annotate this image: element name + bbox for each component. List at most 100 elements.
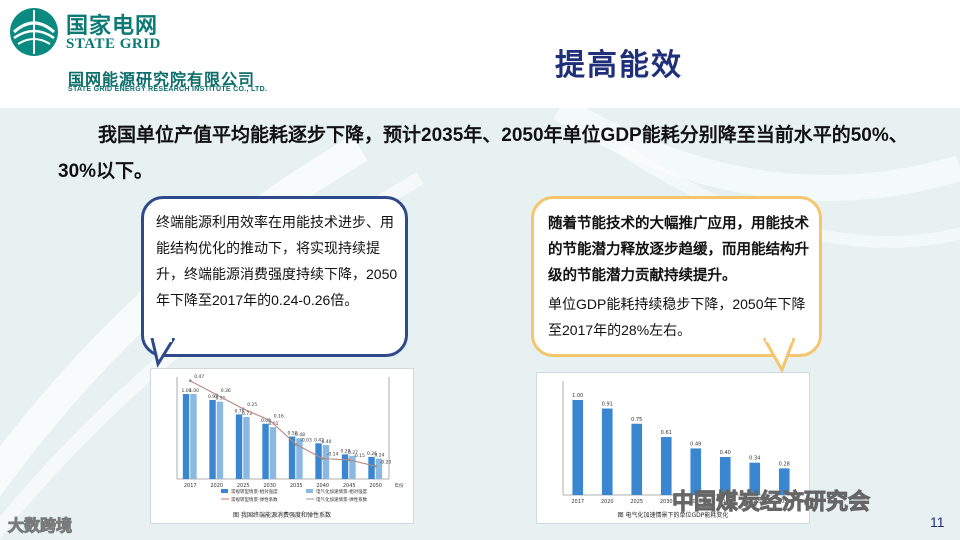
bar (749, 462, 761, 495)
line-point (347, 458, 351, 462)
bar-data-label: 0.91 (215, 396, 225, 402)
legend-entry: 电气化加速情景-相对强度 (316, 488, 368, 495)
bar-data-label: 0.48 (295, 432, 305, 438)
x-tick-label: 2017 (184, 483, 197, 489)
x-tick-label: 2045 (343, 483, 356, 489)
bar-data-label: 0.65 (261, 418, 271, 424)
line-data-label: 0.47 (194, 374, 204, 380)
line-data-label: -0.15 (353, 453, 365, 459)
series-line (190, 380, 376, 467)
x-tick-label: 2020 (601, 499, 614, 505)
legend-swatch (306, 489, 313, 493)
x-tick-label: 2050 (369, 483, 382, 489)
bar (209, 399, 216, 479)
line-point (215, 393, 219, 397)
chart-left: 1.00 1.00 2017 0.93 0.91 2020 0.76 0.73 2025 0.65… (150, 368, 414, 524)
line-data-label: -0.20 (380, 459, 392, 465)
bar (235, 414, 243, 479)
bar (296, 438, 303, 479)
line-point (268, 418, 272, 422)
bar-data-label: 0.24 (374, 453, 384, 459)
x-tick-label: 2035 (290, 483, 303, 489)
callout-right-tail (762, 338, 796, 374)
bar (778, 468, 790, 495)
x-tick-label: 2025 (237, 483, 250, 489)
callout-left-tail (150, 338, 176, 368)
logo-chinese-name: 国家电网 (66, 13, 159, 38)
bar (341, 454, 349, 479)
bar-data-label: 0.76 (235, 408, 245, 414)
bar (572, 400, 584, 495)
line-point (374, 464, 378, 468)
bar (322, 445, 330, 479)
state-grid-logo-icon (10, 8, 58, 56)
line-point (241, 407, 245, 411)
legend-entry: 常规转型情景-弹性系数 (231, 496, 278, 503)
bar-data-label: 0.40 (720, 450, 731, 456)
bar-data-label: 0.27 (348, 450, 358, 456)
bar-data-label: 1.00 (182, 388, 192, 394)
bar (182, 394, 190, 479)
line-data-label: 0.25 (247, 402, 257, 408)
bar (368, 456, 375, 479)
bar-data-label: 0.91 (602, 402, 613, 408)
x-tick-label: 2030 (660, 499, 673, 505)
x-axis-suffix: 年份 (395, 482, 404, 489)
bar (601, 408, 613, 495)
bar-data-label: 0.40 (321, 439, 331, 445)
line-point (188, 379, 192, 383)
bar (660, 437, 672, 495)
x-tick-label: 2017 (571, 499, 584, 505)
x-tick-label: 2040 (316, 483, 329, 489)
bar-data-label: 0.26 (367, 451, 377, 457)
bar-data-label: 0.73 (242, 411, 252, 417)
bar (288, 436, 296, 479)
bar (269, 427, 277, 479)
bar (190, 394, 197, 479)
page-title: 提高能效 (555, 49, 683, 82)
bar-data-label: 0.29 (341, 448, 351, 454)
bar-data-label: 0.75 (631, 417, 642, 423)
bar-data-label: 0.61 (661, 430, 672, 436)
institute-english-name: STATE GRID ENERGY RESEARCH INSTITUTE CO.… (68, 86, 268, 93)
chart-right-svg: 1.00 2017 0.91 2020 0.75 2025 0.61 2030 0.49 2035… (562, 381, 799, 519)
x-tick-label: 2045 (748, 499, 761, 505)
bar (690, 448, 702, 495)
bar-data-label: 1.00 (572, 393, 583, 399)
legend-entry: 常规转型情景-相对强度 (231, 488, 278, 495)
watermark-left-text: 大数跨境 (7, 518, 73, 536)
watermark-right: 中国煤炭经济研究会 (671, 489, 871, 515)
bar-data-label: 0.49 (690, 441, 701, 447)
bar (349, 456, 356, 479)
bar-data-label: 0.34 (749, 456, 760, 462)
chart-title: 图 我国终端能源消费强度和弹性系数 (233, 511, 331, 519)
lead-paragraph: 我国单位产值平均能耗逐步下降，预计2035年、2050年单位GDP能耗分别降至当… (58, 125, 908, 182)
callout-left-text: 终端能源利用效率在用能技术进步、用能结构优化的推动下，将实现持续提升，终端能源消… (156, 214, 398, 308)
line-data-label: 0.16 (274, 413, 284, 419)
bar (631, 423, 643, 495)
logo-english-name: STATE GRID (66, 36, 161, 52)
chart-right: 1.00 2017 0.91 2020 0.75 2025 0.61 2030 0.49 2035… (536, 372, 810, 524)
bar-data-label: 0.42 (314, 437, 324, 443)
x-tick-label: 2025 (630, 499, 643, 505)
callout-right-text: 单位GDP能耗持续稳步下降，2050年下降至2017年的28%左右。 (548, 296, 806, 338)
x-tick-label: 2035 (689, 499, 702, 505)
bar-data-label: 0.93 (208, 394, 218, 400)
bar (315, 443, 322, 479)
callout-right: 随着节能技术的大幅推广应用，用能技术的节能潜力释放逐步趋缓，而用能结构升级的节能… (531, 196, 822, 357)
line-data-label: -0.14 (327, 452, 339, 458)
bar (262, 423, 269, 479)
callout-left: 终端能源利用效率在用能技术进步、用能结构优化的推动下，将实现持续提升，终端能源消… (141, 196, 408, 357)
watermark-left: 大数跨境 (7, 512, 73, 536)
chart-left-svg: 1.001.00 2017 0.930.91 2020 0.760.73 2025 0.65… (176, 374, 404, 519)
page-number: 11 (930, 514, 945, 530)
callout-right-bold-text: 随着节能技术的大幅推广应用，用能技术的节能潜力释放逐步趋缓，而用能结构升级的节能… (548, 216, 809, 284)
chart-title: 图 电气化加速情景下的单位GDP能耗变化 (618, 511, 729, 519)
line-data-label: 0.36 (221, 388, 231, 394)
institute-chinese-name: 国网能源研究院有限公司 (68, 72, 256, 89)
legend-entry: 电气化加速情景-弹性系数 (316, 496, 368, 503)
bar-data-label: 1.00 (189, 388, 199, 394)
bar (719, 457, 731, 495)
x-tick-label: 2040 (719, 499, 732, 505)
bar (216, 401, 224, 479)
